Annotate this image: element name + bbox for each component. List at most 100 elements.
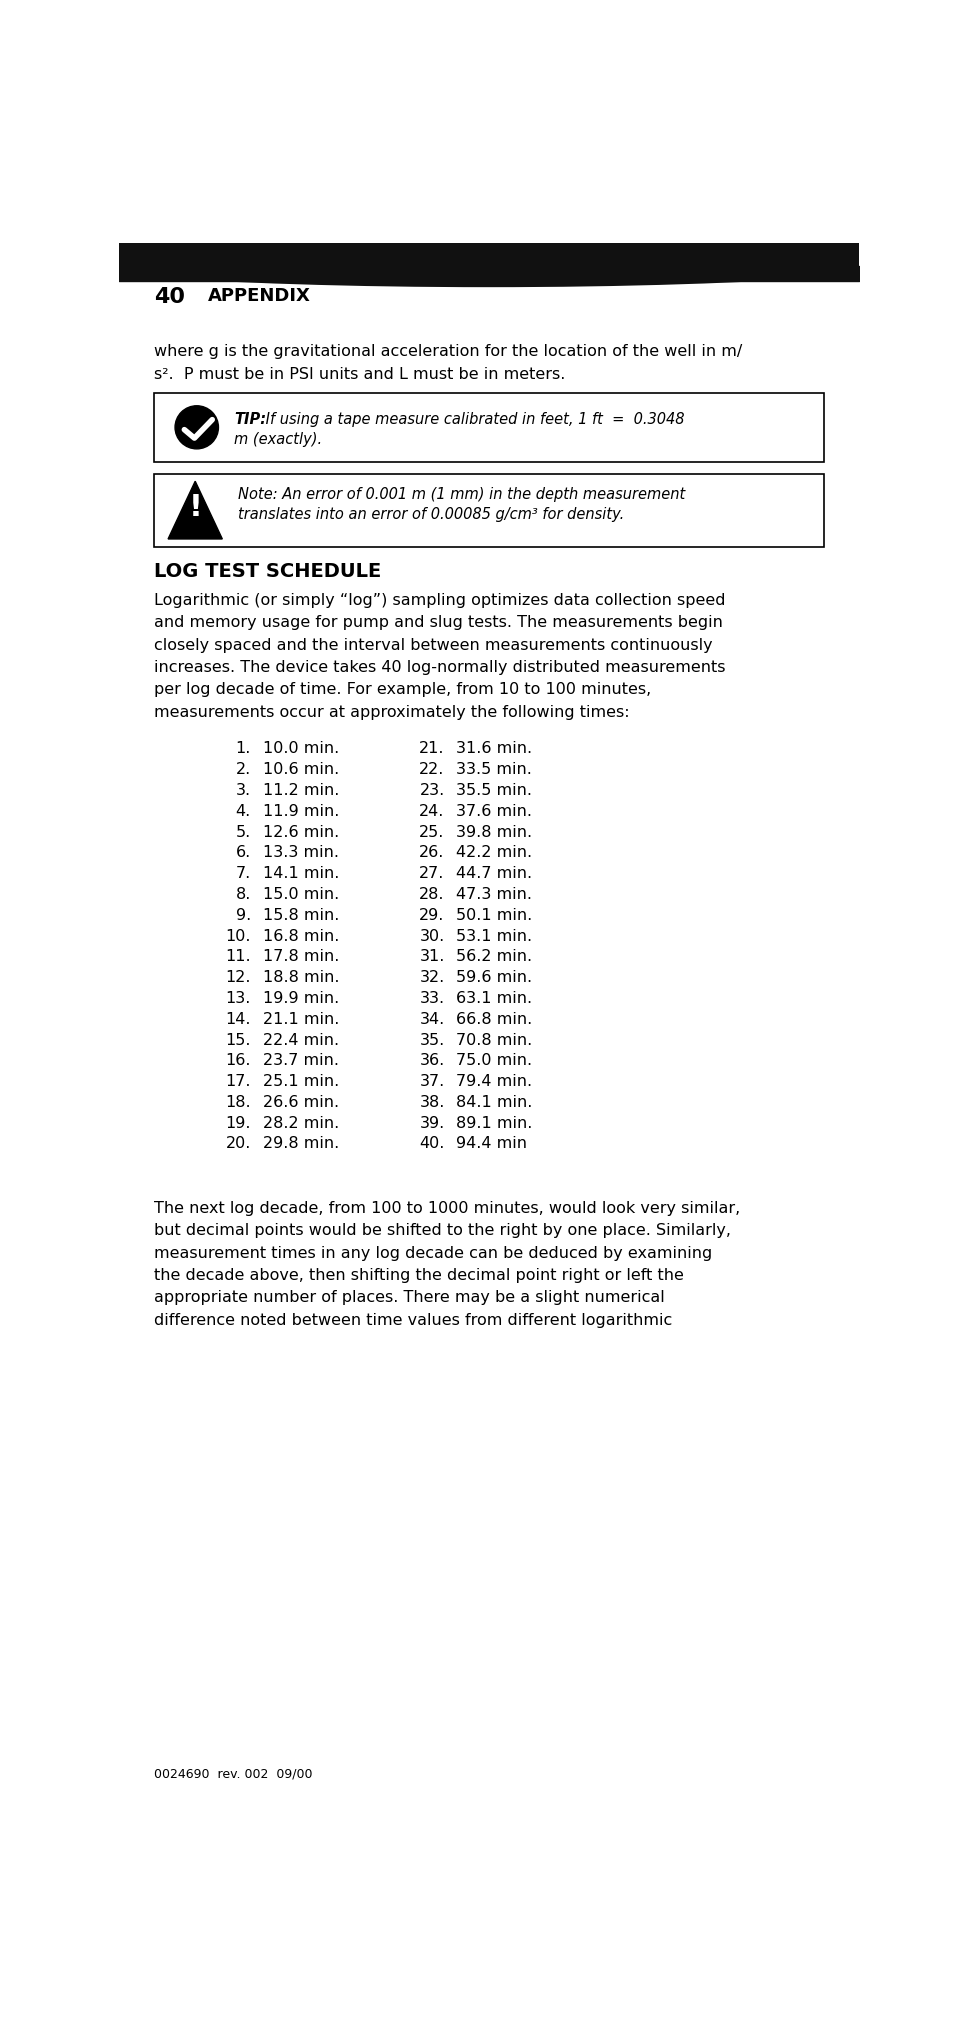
Text: 31.: 31.: [419, 950, 444, 964]
Text: 34.: 34.: [419, 1013, 444, 1027]
Text: 0024690  rev. 002  09/00: 0024690 rev. 002 09/00: [154, 1766, 313, 1781]
Text: the decade above, then shifting the decimal point right or left the: the decade above, then shifting the deci…: [154, 1267, 683, 1283]
Polygon shape: [168, 481, 222, 540]
Text: 18.: 18.: [225, 1095, 251, 1110]
Text: 10.: 10.: [225, 928, 251, 944]
Ellipse shape: [0, 210, 953, 287]
Text: 59.6 min.: 59.6 min.: [456, 970, 532, 984]
Text: 37.6 min.: 37.6 min.: [456, 804, 532, 819]
Text: 23.: 23.: [419, 782, 444, 798]
Text: 16.: 16.: [225, 1053, 251, 1069]
Text: 28.2 min.: 28.2 min.: [262, 1116, 338, 1130]
Text: 39.8 min.: 39.8 min.: [456, 825, 532, 839]
Text: 21.: 21.: [418, 742, 444, 756]
Text: 40: 40: [154, 287, 185, 307]
Text: and memory usage for pump and slug tests. The measurements begin: and memory usage for pump and slug tests…: [154, 614, 722, 631]
Text: 79.4 min.: 79.4 min.: [456, 1073, 532, 1089]
Text: 32.: 32.: [419, 970, 444, 984]
Text: 39.: 39.: [419, 1116, 444, 1130]
Text: 29.: 29.: [419, 907, 444, 924]
Text: 2.: 2.: [235, 762, 251, 778]
Text: appropriate number of places. There may be a slight numerical: appropriate number of places. There may …: [154, 1291, 664, 1306]
Text: 18.8 min.: 18.8 min.: [262, 970, 338, 984]
Text: but decimal points would be shifted to the right by one place. Similarly,: but decimal points would be shifted to t…: [154, 1223, 730, 1239]
Text: 15.: 15.: [225, 1033, 251, 1047]
Text: 37.: 37.: [419, 1073, 444, 1089]
Text: 31.6 min.: 31.6 min.: [456, 742, 532, 756]
Text: 40.: 40.: [419, 1136, 444, 1152]
Text: 75.0 min.: 75.0 min.: [456, 1053, 532, 1069]
Text: 36.: 36.: [419, 1053, 444, 1069]
Text: 7.: 7.: [235, 867, 251, 881]
Text: 1.: 1.: [235, 742, 251, 756]
Text: If using a tape measure calibrated in feet, 1 ft  =  0.3048: If using a tape measure calibrated in fe…: [261, 412, 684, 426]
Text: closely spaced and the interval between measurements continuously: closely spaced and the interval between …: [154, 637, 712, 653]
Text: 16.8 min.: 16.8 min.: [262, 928, 338, 944]
Text: 63.1 min.: 63.1 min.: [456, 990, 532, 1006]
Text: 11.9 min.: 11.9 min.: [262, 804, 338, 819]
Text: 3.: 3.: [235, 782, 251, 798]
Text: translates into an error of 0.00085 g/cm³ for density.: translates into an error of 0.00085 g/cm…: [237, 507, 623, 521]
Text: measurements occur at approximately the following times:: measurements occur at approximately the …: [154, 705, 629, 719]
Text: 11.2 min.: 11.2 min.: [262, 782, 338, 798]
Text: 17.: 17.: [225, 1073, 251, 1089]
Text: 17.8 min.: 17.8 min.: [262, 950, 338, 964]
Text: APPENDIX: APPENDIX: [208, 287, 311, 305]
Text: 84.1 min.: 84.1 min.: [456, 1095, 532, 1110]
Text: 19.: 19.: [225, 1116, 251, 1130]
Text: 15.0 min.: 15.0 min.: [262, 887, 338, 901]
Text: LOG TEST SCHEDULE: LOG TEST SCHEDULE: [154, 562, 381, 582]
Text: 14.: 14.: [225, 1013, 251, 1027]
Text: 66.8 min.: 66.8 min.: [456, 1013, 532, 1027]
Text: 94.4 min: 94.4 min: [456, 1136, 527, 1152]
Text: 47.3 min.: 47.3 min.: [456, 887, 532, 901]
Text: 50.1 min.: 50.1 min.: [456, 907, 532, 924]
Text: 44.7 min.: 44.7 min.: [456, 867, 532, 881]
Text: !: !: [188, 493, 202, 521]
Text: 38.: 38.: [419, 1095, 444, 1110]
Text: 19.9 min.: 19.9 min.: [262, 990, 338, 1006]
Text: 14.1 min.: 14.1 min.: [262, 867, 338, 881]
Text: 22.: 22.: [419, 762, 444, 778]
Circle shape: [174, 406, 218, 449]
Text: difference noted between time values from different logarithmic: difference noted between time values fro…: [154, 1314, 672, 1328]
Text: 12.6 min.: 12.6 min.: [262, 825, 338, 839]
Text: 13.: 13.: [226, 990, 251, 1006]
Text: 27.: 27.: [419, 867, 444, 881]
Text: 56.2 min.: 56.2 min.: [456, 950, 532, 964]
Text: The next log decade, from 100 to 1000 minutes, would look very similar,: The next log decade, from 100 to 1000 mi…: [154, 1200, 740, 1217]
Text: 15.8 min.: 15.8 min.: [262, 907, 338, 924]
Text: 33.5 min.: 33.5 min.: [456, 762, 532, 778]
Text: 33.: 33.: [419, 990, 444, 1006]
Text: 10.0 min.: 10.0 min.: [262, 742, 338, 756]
Text: 35.: 35.: [419, 1033, 444, 1047]
Text: 12.: 12.: [225, 970, 251, 984]
Text: 10.6 min.: 10.6 min.: [262, 762, 338, 778]
Text: 25.: 25.: [419, 825, 444, 839]
Text: where g is the gravitational acceleration for the location of the well in m/: where g is the gravitational acceleratio…: [154, 344, 741, 360]
Text: 24.: 24.: [419, 804, 444, 819]
Text: 22.4 min.: 22.4 min.: [262, 1033, 338, 1047]
Text: per log decade of time. For example, from 10 to 100 minutes,: per log decade of time. For example, fro…: [154, 683, 651, 697]
Text: s².  P must be in PSI units and L must be in meters.: s². P must be in PSI units and L must be…: [154, 368, 565, 382]
Text: 5.: 5.: [235, 825, 251, 839]
FancyBboxPatch shape: [154, 473, 822, 546]
Text: Note: An error of 0.001 m (1 mm) in the depth measurement: Note: An error of 0.001 m (1 mm) in the …: [237, 487, 684, 503]
Text: 23.7 min.: 23.7 min.: [262, 1053, 338, 1069]
Text: 28.: 28.: [418, 887, 444, 901]
Text: 26.: 26.: [419, 845, 444, 861]
Text: 29.8 min.: 29.8 min.: [262, 1136, 338, 1152]
Text: 25.1 min.: 25.1 min.: [262, 1073, 338, 1089]
Text: 53.1 min.: 53.1 min.: [456, 928, 532, 944]
Text: 35.5 min.: 35.5 min.: [456, 782, 532, 798]
Text: 13.3 min.: 13.3 min.: [262, 845, 338, 861]
Text: m (exactly).: m (exactly).: [233, 432, 322, 447]
Text: Logarithmic (or simply “log”) sampling optimizes data collection speed: Logarithmic (or simply “log”) sampling o…: [154, 592, 725, 608]
Text: 21.1 min.: 21.1 min.: [262, 1013, 338, 1027]
Text: 20.: 20.: [226, 1136, 251, 1152]
Text: 4.: 4.: [235, 804, 251, 819]
Text: 30.: 30.: [419, 928, 444, 944]
Text: increases. The device takes 40 log-normally distributed measurements: increases. The device takes 40 log-norma…: [154, 661, 725, 675]
Text: 26.6 min.: 26.6 min.: [262, 1095, 338, 1110]
Text: 9.: 9.: [235, 907, 251, 924]
